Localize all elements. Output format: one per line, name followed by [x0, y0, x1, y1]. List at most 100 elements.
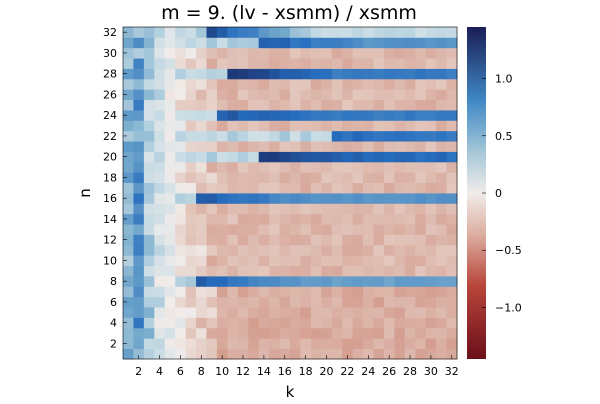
heatmap-cell	[123, 348, 134, 360]
heatmap-cell	[290, 348, 301, 360]
heatmap-cell	[279, 276, 291, 287]
heatmap-cell	[321, 58, 333, 69]
heatmap-cell	[175, 224, 187, 235]
heatmap-cell	[143, 182, 155, 194]
heatmap-cell	[331, 151, 343, 163]
heatmap-cell	[446, 193, 458, 204]
heatmap-cell	[373, 110, 385, 121]
heatmap-cell	[321, 172, 333, 184]
heatmap-cell	[363, 203, 374, 215]
heatmap-cell	[133, 89, 145, 101]
heatmap-cell	[216, 89, 228, 101]
colorbar-axis: −1.0 −0.5 0 0.5 1.0	[482, 73, 522, 314]
heatmap-cell	[321, 338, 333, 350]
heatmap-cell	[321, 307, 333, 318]
heatmap-cell	[206, 27, 218, 38]
heatmap-cell	[248, 99, 260, 111]
heatmap-cell	[436, 182, 447, 194]
heatmap-cell	[290, 151, 301, 163]
heatmap-cell	[404, 99, 416, 111]
heatmap-cell	[290, 99, 301, 111]
heatmap-cell	[436, 224, 447, 235]
heatmap-cell	[310, 110, 322, 121]
heatmap-cell	[143, 130, 155, 142]
heatmap-cell	[227, 193, 239, 204]
heatmap-cell	[216, 130, 228, 142]
heatmap-cell	[279, 89, 291, 101]
heatmap-cell	[383, 141, 395, 152]
heatmap-cell	[279, 151, 291, 163]
heatmap-cell	[425, 213, 437, 225]
heatmap-cell	[154, 286, 166, 298]
heatmap-cell	[248, 110, 260, 121]
heatmap-cell	[248, 78, 260, 90]
heatmap-cell	[196, 130, 207, 142]
heatmap-cell	[342, 327, 354, 339]
heatmap-cell	[258, 296, 270, 308]
heatmap-cell	[331, 244, 343, 256]
heatmap-cell	[175, 161, 187, 173]
heatmap-cell	[446, 348, 458, 360]
heatmap-cell	[175, 296, 187, 308]
heatmap-cell	[237, 348, 249, 360]
heatmap-cell	[290, 37, 301, 49]
heatmap-cell	[164, 276, 176, 287]
heatmap-cell	[216, 193, 228, 204]
heatmap-cell	[123, 110, 134, 121]
heatmap-cell	[279, 265, 291, 277]
heatmap-cell	[321, 244, 333, 256]
heatmap-cell	[258, 78, 270, 90]
heatmap-cell	[206, 78, 218, 90]
heatmap-cell	[352, 327, 364, 339]
heatmap-cell	[164, 78, 176, 90]
heatmap-cell	[279, 120, 291, 132]
heatmap-cell	[373, 78, 385, 90]
heatmap-cell	[133, 224, 145, 235]
heatmap-cell	[310, 120, 322, 132]
colorbar-tick-label: −1.0	[495, 301, 522, 314]
heatmap-cell	[373, 47, 385, 59]
heatmap-cell	[227, 120, 239, 132]
heatmap-cell	[133, 37, 145, 49]
heatmap-cell	[425, 348, 437, 360]
heatmap-cell	[373, 172, 385, 184]
x-axis-label: k	[286, 383, 295, 400]
heatmap-cell	[290, 89, 301, 101]
heatmap-cell	[123, 317, 134, 329]
heatmap-cell	[227, 338, 239, 350]
heatmap-cell	[216, 161, 228, 173]
heatmap-cell	[446, 110, 458, 121]
heatmap-cell	[175, 47, 187, 59]
heatmap-cell	[436, 110, 447, 121]
heatmap-cell	[185, 89, 197, 101]
heatmap-cell	[446, 182, 458, 194]
y-tick-label: 20	[103, 151, 117, 164]
heatmap-cell	[300, 78, 312, 90]
heatmap-cell	[310, 151, 322, 163]
heatmap-cell	[436, 161, 447, 173]
heatmap-cell	[164, 110, 176, 121]
heatmap-cell	[394, 338, 406, 350]
heatmap-cell	[425, 286, 437, 298]
heatmap-cell	[310, 193, 322, 204]
heatmap-cell	[363, 244, 374, 256]
heatmap-cell	[227, 317, 239, 329]
heatmap-cell	[258, 234, 270, 246]
heatmap-cell	[415, 47, 427, 59]
heatmap-cell	[425, 130, 437, 142]
heatmap-cell	[446, 130, 458, 142]
y-tick-label: 18	[103, 171, 117, 184]
heatmap-cell	[310, 37, 322, 49]
heatmap-cell	[154, 47, 166, 59]
heatmap-cell	[373, 193, 385, 204]
heatmap-cell	[436, 276, 447, 287]
heatmap-cell	[321, 110, 333, 121]
heatmap-cell	[269, 348, 280, 360]
heatmap-cell	[404, 213, 416, 225]
heatmap-cell	[227, 327, 239, 339]
heatmap-cell	[300, 99, 312, 111]
heatmap-cell	[446, 265, 458, 277]
heatmap-cell	[342, 68, 354, 80]
heatmap-cell	[133, 203, 145, 215]
heatmap-cell	[321, 161, 333, 173]
